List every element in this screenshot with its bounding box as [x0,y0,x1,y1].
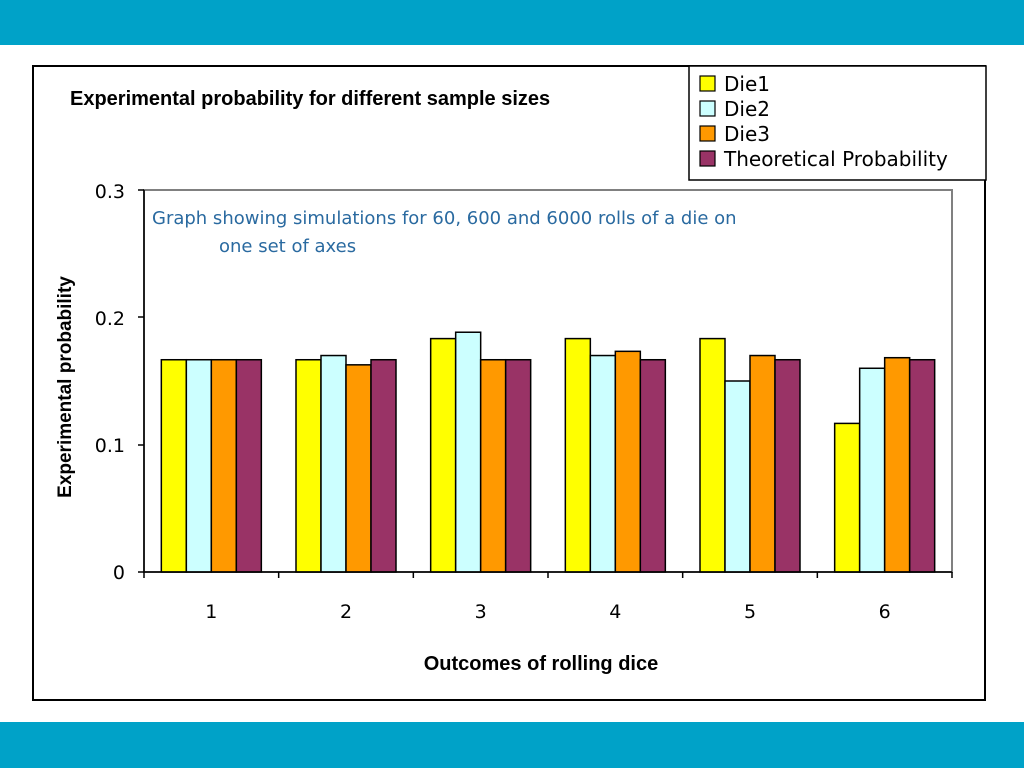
bar-die1-2 [295,358,322,573]
bar-theoretical-probability-5 [774,358,801,573]
bar-die1-4 [564,337,592,573]
x-tick-label: 3 [475,601,487,623]
bar-die3-1 [210,358,238,573]
x-tick-label: 2 [340,601,352,623]
bar-die1-5 [699,337,726,573]
x-axis-label: Outcomes of rolling dice [424,653,658,675]
legend-box [688,65,987,181]
y-tick-label: 0.2 [95,308,125,330]
bar-theoretical-probability-2 [370,358,397,573]
top-banner [0,0,1024,45]
bar-die3-5 [749,354,776,573]
chart-title: Experimental probability for different s… [70,88,550,110]
bar-die2-1 [185,358,213,573]
bar-theoretical-probability-1 [235,358,263,573]
legend-swatch [699,75,716,92]
bar-die1-1 [160,358,188,573]
bar-die2-4 [589,354,617,573]
bar-die1-6 [833,422,861,573]
bar-theoretical-probability-6 [908,358,936,573]
x-tick-label: 5 [744,601,756,623]
legend-swatch [699,100,716,117]
legend-label: Die3 [724,122,770,146]
bar-die3-6 [883,356,911,573]
bar-die2-6 [858,367,886,573]
bar-die1-3 [429,337,457,573]
bar-die2-5 [724,380,751,573]
legend-swatch [699,125,716,142]
bar-die3-2 [345,364,372,573]
y-ticks [138,189,144,573]
bottom-banner [0,722,1024,768]
bar-theoretical-probability-3 [504,358,532,573]
plot-area [143,189,953,573]
annotation-line-2: one set of axes [219,236,356,257]
bars-group [160,331,936,573]
legend-label: Die1 [724,72,770,96]
bar-die2-2 [320,354,347,573]
y-tick-label: 0 [113,562,125,584]
x-tick-label: 6 [879,601,891,623]
x-ticks [143,572,953,578]
legend-label: Die2 [724,97,770,121]
y-axis-label: Experimental probability [55,276,76,498]
legend-swatch [699,150,716,167]
x-tick-labels: 1 2 3 4 5 6 [205,601,890,623]
bar-theoretical-probability-4 [639,358,667,573]
x-tick-label: 1 [205,601,217,623]
legend-label: Theoretical Probability [723,147,948,171]
y-tick-label: 0.3 [95,181,125,203]
x-tick-label: 4 [609,601,621,623]
y-tick-label: 0.1 [95,435,125,457]
bar-die3-3 [479,358,507,573]
bar-die3-4 [614,350,642,573]
annotation-line-1: Graph showing simulations for 60, 600 an… [152,208,737,229]
bar-die2-3 [454,331,482,573]
